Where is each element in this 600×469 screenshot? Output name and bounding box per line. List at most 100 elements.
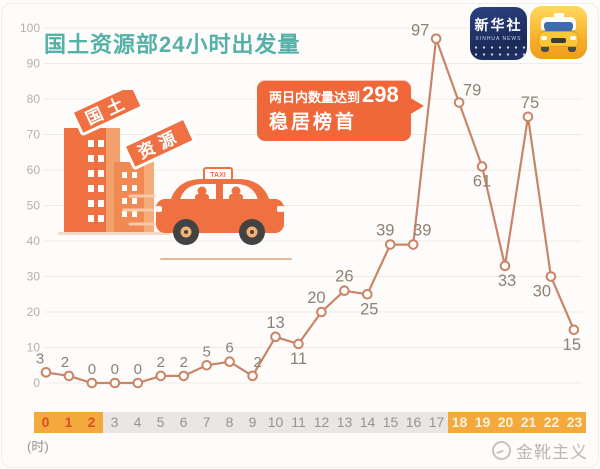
data-point-label: 11 [290,350,307,368]
x-axis-cell: 7 [195,412,218,433]
data-point-label: 39 [376,222,394,240]
data-point-label: 26 [335,268,353,286]
x-axis-cell: 12 [310,412,333,433]
data-point-label: 61 [473,172,491,190]
data-point [430,33,442,44]
y-axis-labels: 0 10 20 30 40 50 60 70 80 90 100 [20,21,40,390]
data-point [453,97,465,108]
x-axis-cell: 8 [218,412,241,433]
data-point [155,370,167,382]
x-axis-cell: 6 [172,412,195,433]
x-axis-cell: 11 [287,412,310,433]
x-axis-cell: 5 [149,412,172,433]
data-point-label: 13 [266,314,284,332]
x-axis-cell: 21 [517,412,540,433]
data-point [40,367,52,378]
y-tick-label: 40 [27,234,41,248]
car-headlight-left-icon [541,36,547,40]
data-point-label: 3 [36,350,44,367]
speed-lines [122,194,156,226]
data-point [224,356,235,368]
y-tick-label: 20 [27,305,41,319]
x-axis-unit-label: (时) [27,439,49,454]
data-point-label: 15 [563,336,581,354]
data-point [270,331,281,343]
data-point [109,377,121,389]
data-point-label: 25 [360,300,378,318]
y-tick-label: 50 [27,199,41,213]
data-point [384,239,396,250]
data-point [407,239,419,250]
data-point [316,306,327,318]
x-axis-cell: 16 [402,412,425,433]
data-point-label: 5 [202,343,210,360]
building-ribbon-2: 资源 [123,117,196,170]
callout-number: 298 [362,82,399,107]
x-axis-cell: 14 [356,412,379,433]
car-grill-icon [551,38,566,43]
x-axis-cell: 9 [241,412,264,433]
x-axis-cell: 23 [563,412,586,433]
data-point-label: 0 [111,361,119,378]
x-axis-cell: 0 [34,412,57,433]
data-point-label: 0 [134,361,142,378]
callout-line2: 稳居榜首 [269,112,358,133]
y-tick-label: 0 [33,376,40,390]
car-headlight-right-icon [570,36,576,40]
x-axis-cell: 20 [494,412,517,433]
car-wheel-right-icon [568,47,576,52]
xinhua-name-label: 新华社 [474,17,523,33]
buildings-taxi-illustration: 国土 资源 TAXI [58,90,292,260]
building-ribbon-1: 国土 [71,90,144,136]
x-axis-cell: 10 [264,412,287,433]
data-point [499,260,511,272]
x-axis-cell: 15 [379,412,402,433]
data-point [63,370,75,382]
y-tick-label: 80 [27,92,41,106]
taxi: TAXI [156,167,292,260]
watermark: 金靴主义 [492,438,588,463]
data-point [522,111,534,123]
watermark-text: 金靴主义 [516,443,588,462]
data-point [132,377,144,389]
data-point [545,271,557,282]
data-point-label: 2 [61,354,69,371]
y-tick-label: 60 [27,163,41,177]
x-axis-cell: 17 [425,412,448,433]
callout-prefix: 两日内数量达到 [269,90,361,105]
y-tick-label: 100 [20,21,40,35]
x-axis-cell: 2 [80,412,103,433]
y-tick-label: 10 [27,341,41,355]
page-title: 国土资源部24小时出发量 [44,32,301,57]
data-point-label: 30 [533,283,551,301]
taxi-app-icon [530,6,587,59]
x-axis-cell: 3 [103,412,126,433]
x-axis-cell: 4 [126,412,149,433]
x-axis-cell: 19 [471,412,494,433]
data-point-label: 0 [88,361,96,378]
annotation-callout: 两日内数量达到 298 稳居榜首 [257,80,424,141]
callout-tail-icon [408,97,424,115]
taxi-shadow [160,258,292,260]
data-point [247,370,258,382]
x-axis: 0 1 2 3 4 5 6 7 8 9 10 11 12 13 14 15 16 17 18 19 20 21 22 23 [34,412,586,433]
data-point [362,288,373,300]
data-point [293,338,304,350]
xinhua-subtitle-label: XINHUA NEWS [475,36,522,42]
y-tick-label: 90 [27,57,41,71]
data-point-label: 2 [157,354,165,371]
y-tick-label: 70 [27,128,41,142]
data-point [178,370,189,382]
data-point-label: 2 [253,354,261,371]
building-ground-shadow [58,232,170,235]
data-point-label: 79 [463,82,481,100]
taxi-wheels [173,219,265,245]
y-tick-label: 30 [27,270,41,284]
data-point-label: 33 [498,272,516,290]
data-points [40,33,580,389]
svg-text:TAXI: TAXI [210,172,225,179]
data-point-label: 75 [521,94,539,112]
car-sign-icon [554,13,564,17]
